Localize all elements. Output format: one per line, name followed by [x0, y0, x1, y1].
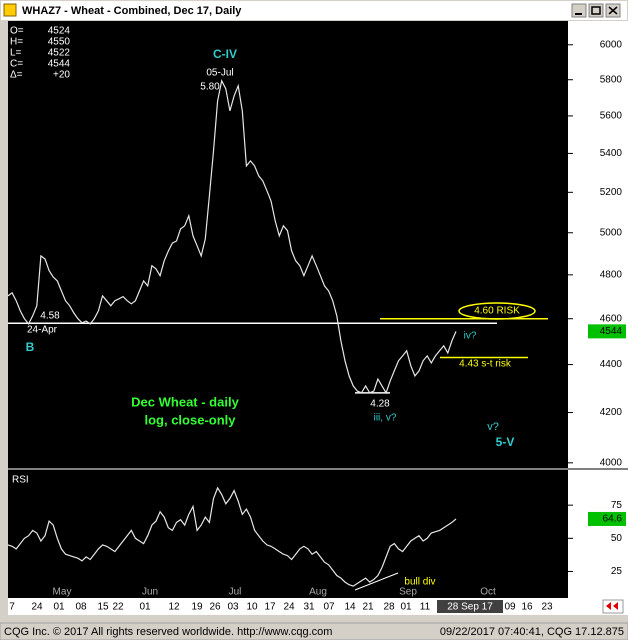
date-label: 01: [139, 602, 151, 613]
y-tick-label: 5800: [600, 74, 623, 85]
scroll-button[interactable]: [602, 599, 624, 614]
y-tick-label: 25: [611, 566, 623, 577]
date-label: 19: [191, 602, 203, 613]
quote-value: +20: [53, 70, 70, 81]
y-tick-label: 5400: [600, 148, 623, 159]
divergence-line: [354, 572, 399, 591]
annotation: log, close-only: [144, 412, 236, 427]
date-label: 23: [541, 602, 553, 613]
maximize-icon: [591, 6, 601, 15]
y-tick-label: 6000: [600, 39, 623, 50]
date-label: 28 Sep 17: [447, 602, 493, 613]
quote-label: Δ=: [10, 70, 23, 81]
status-bar: [0, 622, 628, 640]
annotation: 4.28: [370, 399, 390, 410]
rsi-panel: [8, 470, 568, 598]
quote-value: 4550: [48, 37, 71, 48]
date-label: 26: [209, 602, 221, 613]
annotation: 24-Apr: [27, 325, 58, 336]
month-label: Jun: [142, 587, 158, 598]
title-bar: [1, 1, 627, 20]
date-label: 31: [303, 602, 315, 613]
app-icon: [3, 3, 17, 17]
date-label: 08: [75, 602, 87, 613]
risk-ellipse: [458, 302, 536, 320]
annotation: B: [26, 340, 35, 354]
y-tick-label: 4000: [600, 457, 623, 468]
panel-title: RSI: [12, 475, 29, 486]
copyright: CQG Inc. © 2017 All rights reserved worl…: [4, 626, 332, 638]
y-tick-label: 5000: [600, 227, 623, 238]
date-label: 21: [362, 602, 374, 613]
annotation: 4.60 RISK: [474, 306, 520, 317]
quote-label: L=: [10, 48, 22, 59]
price-panel: [8, 21, 568, 468]
annotation: v?: [487, 421, 499, 433]
minimize-button[interactable]: [571, 3, 587, 18]
price-axis: [568, 21, 628, 468]
quote-value: 4524: [48, 26, 71, 37]
y-tick-label: 4600: [600, 313, 623, 324]
y-tick-label: 4200: [600, 407, 623, 418]
quote-label: H=: [10, 37, 23, 48]
date-label: 10: [246, 602, 258, 613]
month-label: May: [53, 587, 72, 598]
annotation: iii, v?: [374, 413, 397, 424]
date-label: 01: [400, 602, 412, 613]
month-label: Oct: [480, 587, 496, 598]
last-value-box: [588, 511, 626, 526]
timestamp: 09/22/2017 07:40:41, CQG 17.12.875: [440, 626, 624, 638]
quote-label: O=: [10, 26, 24, 37]
quote-value: 4522: [48, 48, 71, 59]
date-label: 03: [227, 602, 239, 613]
date-label: 17: [264, 602, 276, 613]
annotation: 05-Jul: [206, 68, 233, 79]
window-buttons[interactable]: [571, 3, 621, 18]
date-label: 01: [53, 602, 65, 613]
date-label: 7: [9, 602, 15, 613]
price-line: [7, 79, 457, 395]
date-label: 14: [344, 602, 356, 613]
y-tick-label: 4400: [600, 359, 623, 370]
month-label: Jul: [229, 587, 242, 598]
month-label: Sep: [399, 587, 417, 598]
annotation: Dec Wheat - daily: [131, 394, 239, 409]
date-label: 22: [112, 602, 124, 613]
annotation: 5-V: [496, 435, 515, 449]
scroll-icon: [606, 602, 618, 610]
date-label: 24: [31, 602, 43, 613]
rsi-axis: [568, 470, 628, 598]
quote-value: 4544: [48, 59, 71, 70]
last-value-box: [588, 324, 626, 339]
annotation: C-IV: [213, 47, 237, 61]
date-label: 16: [521, 602, 533, 613]
month-label: Aug: [309, 587, 327, 598]
annotation: bull div: [404, 577, 435, 588]
last-value: 64.6: [603, 514, 623, 525]
annotation: 5.80: [200, 82, 220, 93]
rsi-line: [7, 486, 457, 587]
date-label: 11: [420, 602, 431, 613]
date-label: 28: [383, 602, 395, 613]
y-tick-label: 4800: [600, 269, 623, 280]
date-label: 07: [323, 602, 335, 613]
last-value: 4544: [600, 326, 623, 337]
annotation: 4.43 s-t risk: [459, 359, 512, 370]
cursor-date-box: [437, 600, 503, 613]
y-tick-label: 5200: [600, 187, 623, 198]
date-label: 09: [504, 602, 516, 613]
annotation: iv?: [464, 331, 477, 342]
y-tick-label: 50: [611, 533, 623, 544]
y-tick-label: 5600: [600, 111, 623, 122]
quote-label: C=: [10, 59, 23, 70]
window-title: WHAZ7 - Wheat - Combined, Dec 17, Daily: [22, 5, 242, 17]
date-label: 15: [97, 602, 109, 613]
close-icon: [608, 6, 618, 15]
maximize-button[interactable]: [588, 3, 604, 18]
date-label: 12: [168, 602, 180, 613]
date-label: 24: [283, 602, 295, 613]
y-tick-label: 75: [611, 500, 623, 511]
annotation: 4.58: [40, 311, 60, 322]
